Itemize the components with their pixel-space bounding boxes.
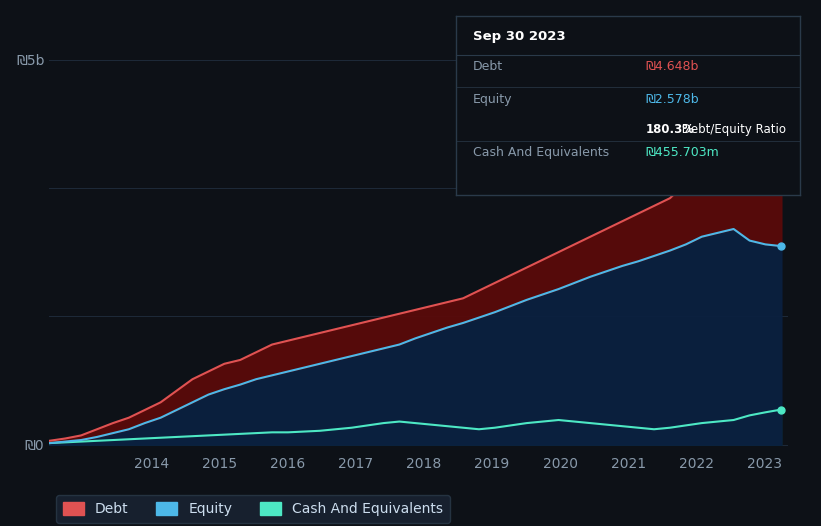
Text: Debt/Equity Ratio: Debt/Equity Ratio <box>678 123 786 136</box>
Text: Equity: Equity <box>473 93 512 106</box>
Text: Debt: Debt <box>473 60 503 74</box>
Text: ₪455.703m: ₪455.703m <box>645 146 719 159</box>
Legend: Debt, Equity, Cash And Equivalents: Debt, Equity, Cash And Equivalents <box>56 495 450 523</box>
Text: Cash And Equivalents: Cash And Equivalents <box>473 146 609 159</box>
Text: ₪4.648b: ₪4.648b <box>645 60 699 74</box>
Text: 180.3%: 180.3% <box>645 123 695 136</box>
Text: ₪2.578b: ₪2.578b <box>645 93 699 106</box>
Text: Sep 30 2023: Sep 30 2023 <box>473 30 566 43</box>
